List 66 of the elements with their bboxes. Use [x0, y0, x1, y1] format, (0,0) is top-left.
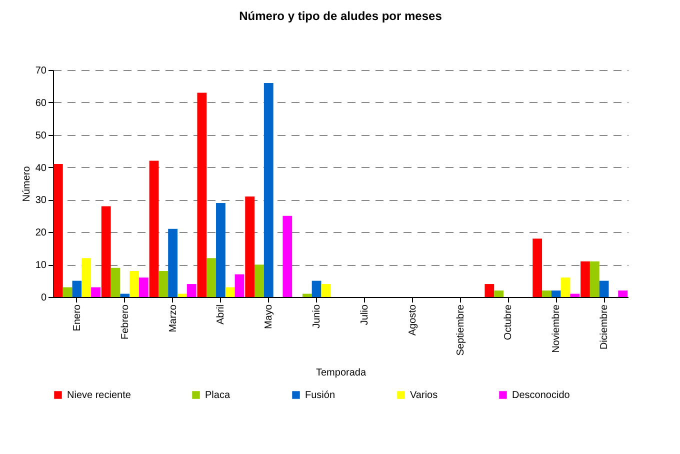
- bar: [570, 294, 580, 297]
- y-tick-label: 60: [35, 98, 47, 109]
- bar: [264, 82, 274, 297]
- bar: [254, 264, 264, 297]
- bar: [484, 284, 494, 297]
- bar: [197, 92, 207, 297]
- bar: [72, 280, 82, 297]
- x-tick-label: Julio: [359, 304, 370, 326]
- bar: [618, 290, 628, 297]
- bar: [216, 202, 226, 297]
- bar: [302, 294, 312, 297]
- bar: [282, 216, 292, 297]
- x-tick-label: Marzo: [168, 304, 179, 332]
- bar: [234, 274, 244, 297]
- y-tick-label: 10: [35, 260, 47, 272]
- x-tick-label: Febrero: [120, 304, 131, 340]
- y-tick-label: 40: [35, 162, 47, 174]
- bar: [186, 284, 196, 297]
- x-tick-label: Septiembre: [455, 304, 466, 356]
- bar: [82, 258, 92, 297]
- bar: [321, 284, 331, 297]
- bar: [206, 258, 216, 297]
- y-tick-label: 50: [35, 130, 47, 142]
- legend-label: Fusión: [305, 390, 336, 401]
- bar: [560, 278, 570, 297]
- x-tick-label: Enero: [72, 304, 83, 332]
- bar: [245, 196, 255, 297]
- bar: [158, 271, 168, 297]
- x-tick-label: Octubre: [503, 304, 514, 340]
- legend-label: Placa: [205, 390, 230, 401]
- bar: [225, 287, 235, 297]
- legend-label: Varios: [410, 390, 438, 401]
- x-tick-label: Noviembre: [551, 304, 562, 353]
- legend-label: Desconocido: [512, 390, 570, 401]
- y-tick-label: 70: [35, 66, 47, 76]
- bar: [542, 290, 552, 297]
- y-tick-label: 30: [35, 195, 47, 206]
- legend-label: Nieve reciente: [67, 390, 132, 401]
- y-axis-title: Número: [21, 166, 32, 202]
- bar: [551, 290, 561, 297]
- bar: [101, 206, 111, 297]
- y-tick-label: 20: [35, 228, 47, 239]
- bar: [580, 261, 590, 297]
- bar: [130, 271, 139, 297]
- x-tick-label: Abril: [216, 304, 227, 325]
- bar: [599, 280, 609, 297]
- x-tick-label: Junio: [312, 304, 323, 328]
- x-tick-label: Mayo: [264, 304, 275, 329]
- x-tick-label: Agosto: [407, 304, 418, 336]
- y-tick-label: 0: [40, 292, 47, 304]
- x-axis-title: Temporada: [316, 368, 366, 379]
- bar: [494, 290, 504, 297]
- bar: [62, 287, 72, 297]
- bar: [138, 278, 148, 297]
- bar: [532, 238, 542, 297]
- bar: [177, 294, 187, 297]
- bar: [53, 164, 63, 297]
- bar: [168, 228, 178, 297]
- chart-title: Número y tipo de aludes por meses: [239, 9, 442, 23]
- bar: [149, 160, 159, 297]
- bar: [110, 268, 120, 297]
- bar: [312, 280, 322, 297]
- bar: [120, 294, 130, 297]
- bar: [590, 261, 600, 297]
- x-tick-label: Diciembre: [599, 304, 610, 350]
- bar: [91, 287, 100, 297]
